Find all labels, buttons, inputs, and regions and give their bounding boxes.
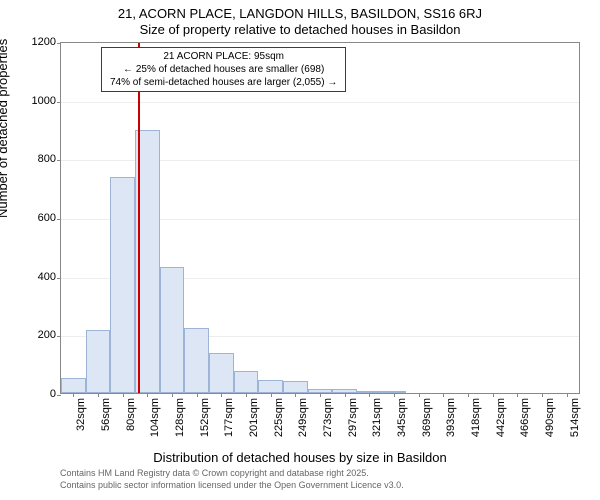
x-tick-label: 345sqm (396, 398, 408, 442)
y-tick-mark (57, 102, 61, 103)
x-tick-label: 32sqm (75, 398, 87, 442)
x-tick-label: 418sqm (470, 398, 482, 442)
chart-title-address: 21, ACORN PLACE, LANGDON HILLS, BASILDON… (0, 6, 600, 21)
x-tick-mark (567, 393, 568, 397)
footer-line1: Contains HM Land Registry data © Crown c… (60, 468, 404, 480)
x-tick-label: 297sqm (347, 398, 359, 442)
y-axis-label: Number of detached properties (0, 39, 10, 218)
y-tick-label: 1000 (32, 95, 56, 107)
x-tick-mark (271, 393, 272, 397)
annotation-box: 21 ACORN PLACE: 95sqm ← 25% of detached … (101, 47, 346, 92)
x-tick-label: 201sqm (248, 398, 260, 442)
x-tick-mark (443, 393, 444, 397)
x-tick-label: 249sqm (297, 398, 309, 442)
y-tick-mark (57, 395, 61, 396)
x-tick-mark (345, 393, 346, 397)
y-tick-label: 200 (38, 329, 56, 341)
histogram-bar (209, 353, 234, 393)
x-tick-mark (419, 393, 420, 397)
x-tick-mark (295, 393, 296, 397)
histogram-bar (61, 378, 86, 393)
histogram-bar (258, 380, 283, 393)
x-tick-mark (493, 393, 494, 397)
x-tick-mark (197, 393, 198, 397)
x-tick-label: 152sqm (199, 398, 211, 442)
x-tick-label: 273sqm (322, 398, 334, 442)
annotation-smaller: ← 25% of detached houses are smaller (69… (110, 63, 337, 76)
histogram-bar (160, 267, 185, 393)
y-tick-mark (57, 219, 61, 220)
x-tick-label: 177sqm (223, 398, 235, 442)
x-tick-mark (468, 393, 469, 397)
x-tick-mark (147, 393, 148, 397)
x-tick-label: 225sqm (273, 398, 285, 442)
x-tick-mark (394, 393, 395, 397)
y-tick-label: 0 (50, 388, 56, 400)
x-tick-label: 466sqm (519, 398, 531, 442)
x-tick-mark (172, 393, 173, 397)
property-marker-line (138, 43, 140, 393)
x-tick-mark (517, 393, 518, 397)
histogram-bar (86, 330, 111, 393)
y-tick-label: 800 (38, 153, 56, 165)
x-axis-label: Distribution of detached houses by size … (0, 450, 600, 465)
chart-title-description: Size of property relative to detached ho… (0, 22, 600, 37)
x-tick-mark (246, 393, 247, 397)
x-tick-mark (320, 393, 321, 397)
histogram-bar (184, 328, 209, 393)
x-tick-label: 80sqm (125, 398, 137, 442)
x-tick-mark (542, 393, 543, 397)
chart-container: 21, ACORN PLACE, LANGDON HILLS, BASILDON… (0, 0, 600, 500)
y-tick-mark (57, 336, 61, 337)
x-tick-mark (369, 393, 370, 397)
x-tick-label: 56sqm (100, 398, 112, 442)
x-tick-label: 442sqm (495, 398, 507, 442)
footer-attribution: Contains HM Land Registry data © Crown c… (60, 468, 404, 491)
annotation-larger: 74% of semi-detached houses are larger (… (110, 76, 337, 89)
histogram-bar (110, 177, 135, 393)
x-tick-label: 514sqm (569, 398, 581, 442)
x-tick-mark (98, 393, 99, 397)
x-tick-label: 128sqm (174, 398, 186, 442)
y-tick-mark (57, 43, 61, 44)
annotation-property: 21 ACORN PLACE: 95sqm (110, 50, 337, 63)
plot-area: 21 ACORN PLACE: 95sqm ← 25% of detached … (60, 42, 580, 394)
x-tick-mark (73, 393, 74, 397)
y-tick-label: 600 (38, 212, 56, 224)
y-tick-mark (57, 160, 61, 161)
footer-line2: Contains public sector information licen… (60, 480, 404, 492)
x-tick-mark (221, 393, 222, 397)
x-tick-label: 393sqm (445, 398, 457, 442)
y-tick-label: 400 (38, 271, 56, 283)
y-tick-mark (57, 278, 61, 279)
histogram-bar (234, 371, 259, 393)
x-tick-label: 369sqm (421, 398, 433, 442)
y-tick-label: 1200 (32, 36, 56, 48)
x-tick-label: 490sqm (544, 398, 556, 442)
x-tick-label: 104sqm (149, 398, 161, 442)
histogram-bar (283, 381, 308, 393)
x-tick-mark (123, 393, 124, 397)
x-tick-label: 321sqm (371, 398, 383, 442)
